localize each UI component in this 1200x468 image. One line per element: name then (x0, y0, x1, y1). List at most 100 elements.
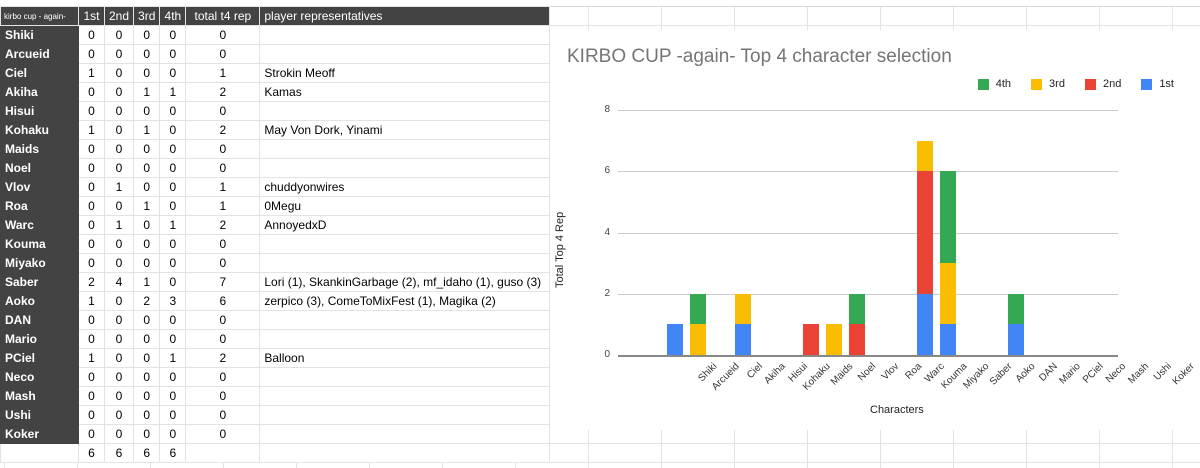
character-name-cell[interactable]: Shiki (0, 25, 79, 45)
bar-pciel[interactable] (1007, 293, 1024, 355)
second-place-cell[interactable]: 0 (103, 120, 135, 140)
character-name-cell[interactable]: Arcueid (0, 44, 79, 64)
total-cell[interactable]: 0 (185, 329, 261, 349)
first-place-cell[interactable]: 1 (78, 291, 105, 311)
totals-label-cell[interactable] (0, 443, 79, 463)
second-place-cell[interactable]: 0 (103, 291, 135, 311)
total-4th[interactable]: 6 (159, 443, 187, 463)
total-cell[interactable]: 0 (185, 139, 261, 159)
character-name-cell[interactable]: Warc (0, 215, 79, 235)
first-place-cell[interactable]: 0 (78, 234, 105, 254)
bar-segment-3rd[interactable] (689, 324, 706, 355)
total-2nd[interactable]: 6 (103, 443, 135, 463)
first-place-cell[interactable]: 0 (78, 177, 105, 197)
fourth-place-cell[interactable]: 0 (159, 25, 187, 45)
character-name-cell[interactable]: Vlov (0, 177, 79, 197)
third-place-cell[interactable]: 0 (133, 139, 161, 159)
player-reps-cell[interactable] (259, 44, 551, 64)
character-name-cell[interactable]: Kohaku (0, 120, 79, 140)
third-place-cell[interactable]: 2 (133, 291, 161, 311)
total-cell[interactable]: 2 (185, 348, 261, 368)
third-place-cell[interactable]: 1 (133, 272, 161, 292)
legend-item-1st[interactable]: 1st (1141, 78, 1174, 90)
bar-segment-3rd[interactable] (825, 324, 842, 355)
total-cell[interactable]: 2 (185, 82, 261, 102)
total-cell[interactable]: 0 (185, 25, 261, 45)
legend-item-4th[interactable]: 4th (977, 78, 1011, 90)
third-place-cell[interactable]: 1 (133, 120, 161, 140)
header-3rd[interactable]: 3rd (133, 6, 161, 26)
second-place-cell[interactable]: 0 (103, 424, 135, 444)
total-cell[interactable]: 7 (185, 272, 261, 292)
second-place-cell[interactable]: 1 (103, 215, 135, 235)
header-4th[interactable]: 4th (159, 6, 187, 26)
first-place-cell[interactable]: 1 (78, 120, 105, 140)
second-place-cell[interactable]: 0 (103, 310, 135, 330)
fourth-place-cell[interactable]: 0 (159, 386, 187, 406)
legend-item-3rd[interactable]: 3rd (1031, 78, 1065, 90)
bar-roa[interactable] (825, 324, 842, 355)
second-place-cell[interactable]: 0 (103, 348, 135, 368)
fourth-place-cell[interactable]: 0 (159, 424, 187, 444)
third-place-cell[interactable]: 0 (133, 234, 161, 254)
second-place-cell[interactable]: 0 (103, 367, 135, 387)
fourth-place-cell[interactable]: 0 (159, 310, 187, 330)
third-place-cell[interactable]: 0 (133, 101, 161, 121)
second-place-cell[interactable]: 1 (103, 177, 135, 197)
fourth-place-cell[interactable]: 0 (159, 101, 187, 121)
character-name-cell[interactable]: Mario (0, 329, 79, 349)
player-reps-cell[interactable] (259, 367, 551, 387)
header-player-reps[interactable]: player representatives (259, 6, 551, 26)
fourth-place-cell[interactable]: 0 (159, 234, 187, 254)
third-place-cell[interactable]: 1 (133, 82, 161, 102)
second-place-cell[interactable]: 0 (103, 386, 135, 406)
third-place-cell[interactable]: 0 (133, 348, 161, 368)
total-cell[interactable]: 0 (185, 424, 261, 444)
character-name-cell[interactable]: Kouma (0, 234, 79, 254)
bar-segment-4th[interactable] (689, 293, 706, 325)
fourth-place-cell[interactable]: 3 (159, 291, 187, 311)
bar-segment-3rd[interactable] (939, 263, 956, 325)
bar-segment-4th[interactable] (1007, 293, 1024, 325)
bar-saber[interactable] (916, 140, 933, 355)
total-cell[interactable]: 1 (185, 63, 261, 83)
second-place-cell[interactable]: 0 (103, 234, 135, 254)
total-cell[interactable]: 2 (185, 215, 261, 235)
fourth-place-cell[interactable]: 0 (159, 405, 187, 425)
bar-segment-4th[interactable] (848, 293, 865, 325)
third-place-cell[interactable]: 0 (133, 253, 161, 273)
character-name-cell[interactable]: Koker (0, 424, 79, 444)
header-1st[interactable]: 1st (78, 6, 105, 26)
first-place-cell[interactable]: 0 (78, 215, 105, 235)
second-place-cell[interactable]: 4 (103, 272, 135, 292)
bar-ciel[interactable] (666, 324, 683, 355)
first-place-cell[interactable]: 2 (78, 272, 105, 292)
stacked-bar-chart[interactable]: KIRBO CUP -again- Top 4 character select… (550, 30, 1200, 430)
fourth-place-cell[interactable]: 0 (159, 139, 187, 159)
character-name-cell[interactable]: DAN (0, 310, 79, 330)
total-cell[interactable]: 0 (185, 253, 261, 273)
player-reps-cell[interactable] (259, 234, 551, 254)
player-reps-cell[interactable]: 0Megu (259, 196, 551, 216)
total-cell[interactable]: 0 (185, 367, 261, 387)
character-name-cell[interactable]: Saber (0, 272, 79, 292)
fourth-place-cell[interactable]: 0 (159, 272, 187, 292)
header-2nd[interactable]: 2nd (103, 6, 135, 26)
fourth-place-cell[interactable]: 0 (159, 253, 187, 273)
bar-vlov[interactable] (803, 324, 820, 355)
third-place-cell[interactable]: 0 (133, 367, 161, 387)
second-place-cell[interactable]: 0 (103, 82, 135, 102)
bar-segment-2nd[interactable] (803, 324, 820, 355)
bar-segment-3rd[interactable] (735, 293, 751, 325)
total-cell[interactable]: 0 (185, 386, 261, 406)
first-place-cell[interactable]: 0 (78, 253, 105, 273)
player-reps-cell[interactable]: Balloon (259, 348, 551, 368)
fourth-place-cell[interactable]: 0 (159, 158, 187, 178)
fourth-place-cell[interactable]: 0 (159, 367, 187, 387)
header-total[interactable]: total t4 rep (185, 6, 261, 26)
character-name-cell[interactable]: Noel (0, 158, 79, 178)
first-place-cell[interactable]: 0 (78, 101, 105, 121)
player-reps-cell[interactable] (259, 101, 551, 121)
player-reps-cell[interactable] (259, 139, 551, 159)
character-name-cell[interactable]: Miyako (0, 253, 79, 273)
